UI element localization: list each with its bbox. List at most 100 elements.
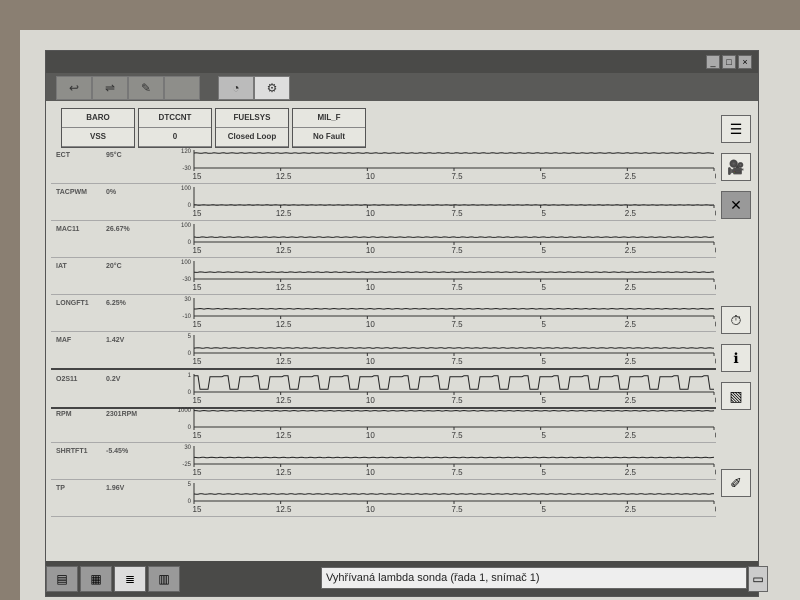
image-icon[interactable]: ▧ [721,382,751,410]
y-max-label: 100 [181,186,192,192]
blank-icon[interactable] [164,76,200,100]
x-tick-label: 10 [366,320,375,329]
erase-icon[interactable]: ✐ [721,469,751,497]
x-tick-label: 5 [541,209,546,218]
clear-icon[interactable]: ✕ [721,191,751,219]
channel-value: 0.2V [106,376,121,383]
x-tick-label: 15 [193,283,202,292]
x-tick-label: 7.5 [451,172,463,181]
graph-icon[interactable]: ✎ [128,76,164,100]
header-cell: DTCCNT 0 [138,108,212,148]
channel-value: 6.25% [106,300,126,307]
graph-icon[interactable]: ▦ [80,566,112,592]
x-tick-label: 5 [541,283,546,292]
x-tick-label: 0 [715,246,716,255]
y-max-label: 5 [188,482,192,488]
x-tick-label: 10 [366,468,375,477]
close-button[interactable]: × [738,55,752,69]
x-tick-label: 7.5 [451,320,463,329]
x-tick-label: 10 [366,209,375,218]
y-max-label: 5 [188,334,192,340]
x-tick-label: 5 [541,396,546,405]
x-tick-label: 0 [715,505,716,514]
y-max-label: 100 [181,223,192,229]
x-tick-label: 0 [715,468,716,477]
gauge-icon[interactable]: ▥ [148,566,180,592]
header-cell: FUELSYS Closed Loop [215,108,289,148]
x-tick-label: 15 [193,396,202,405]
signal-trace [193,236,715,238]
header-name: BARO [62,109,134,128]
x-tick-label: 0 [715,357,716,366]
gauge-settings-icon[interactable]: ⚙ [254,76,290,100]
back-icon[interactable]: ↩ [56,76,92,100]
x-tick-label: 15 [193,431,202,440]
x-tick-label: 2.5 [625,283,637,292]
channel-name: TP [56,485,65,492]
status-text: Vyhřívaná lambda sonda (řada 1, snímač 1… [321,567,747,589]
x-tick-label: 12.5 [276,431,292,440]
x-tick-label: 12.5 [276,172,292,181]
list-icon[interactable]: ☰ [721,115,751,143]
minimize-button[interactable]: _ [706,55,720,69]
x-tick-label: 2.5 [625,468,637,477]
x-tick-label: 2.5 [625,172,637,181]
y-max-label: 100 [181,260,192,266]
maximize-button[interactable]: □ [722,55,736,69]
x-tick-label: 2.5 [625,396,637,405]
y-min-label: -25 [182,462,191,468]
camera-icon[interactable]: 🎥 [721,153,751,181]
channel-name: MAF [56,337,72,344]
list-icon[interactable]: ≣ [114,566,146,592]
x-tick-label: 5 [541,320,546,329]
signal-trace [193,271,715,273]
x-tick-label: 7.5 [451,357,463,366]
x-tick-label: 2.5 [625,320,637,329]
header-value: 0 [139,128,211,147]
header-name: FUELSYS [216,109,288,128]
toolbar: ↩ ⇌ ✎ ◔ ⚙ [46,73,758,101]
x-tick-label: 7.5 [451,505,463,514]
channel-name: IAT [56,263,67,270]
x-tick-label: 2.5 [625,431,637,440]
x-tick-label: 7.5 [451,209,463,218]
timer-icon[interactable]: ⏱ [721,306,751,334]
info-icon[interactable]: ℹ [721,344,751,372]
signal-trace [193,152,715,154]
header-name: MIL_F [293,109,365,128]
x-tick-label: 7.5 [451,246,463,255]
x-tick-label: 15 [193,209,202,218]
x-tick-label: 10 [366,396,375,405]
data-icon[interactable]: ▤ [46,566,78,592]
y-min-label: 0 [188,240,192,246]
gauge-icon[interactable]: ◔ [218,76,254,100]
channel-name: O2S11 [56,376,78,383]
x-tick-label: 12.5 [276,320,292,329]
x-tick-label: 15 [193,357,202,366]
x-tick-label: 2.5 [625,505,637,514]
channel-value: -5.45% [106,448,129,455]
channel-value: 95°C [106,152,122,159]
title-bar: _ □ × [46,51,758,73]
x-tick-label: 7.5 [451,431,463,440]
link-icon[interactable]: ⇌ [92,76,128,100]
y-min-label: -30 [182,277,191,283]
channel-name: TACPWM [56,189,87,196]
x-tick-label: 10 [366,172,375,181]
channel-value: 1.96V [106,485,125,492]
battery-icon: ▭ [748,566,768,592]
